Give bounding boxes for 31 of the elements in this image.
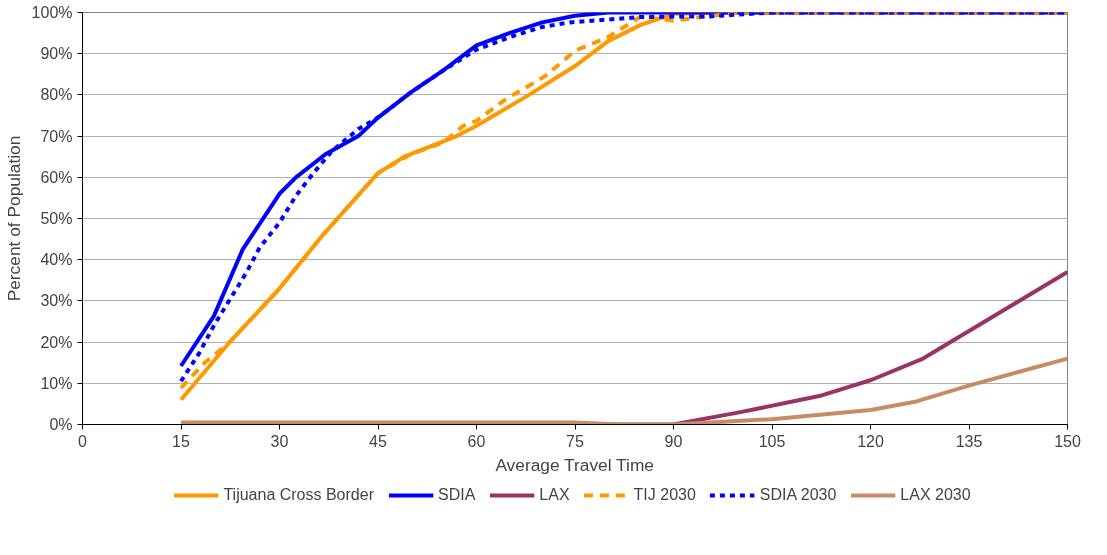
legend-label: LAX 2030 — [900, 486, 971, 504]
y-tick-label: 80% — [40, 86, 73, 104]
x-tick-label: 0 — [78, 432, 88, 450]
legend-label: LAX — [539, 486, 570, 504]
y-tick-label: 90% — [40, 45, 73, 63]
x-tick-label: 105 — [758, 432, 786, 450]
x-tick-label: 75 — [566, 432, 584, 450]
legend-label: TIJ 2030 — [633, 486, 696, 504]
y-tick-label: 100% — [31, 4, 73, 21]
x-tick-label: 150 — [1054, 432, 1081, 450]
x-tick-label: 15 — [172, 432, 190, 450]
y-tick-label: 30% — [40, 292, 73, 310]
line-series — [179, 356, 1068, 425]
x-tick-label: 120 — [857, 432, 884, 450]
x-tick-label: 60 — [467, 432, 486, 450]
x-tick-label: 45 — [369, 432, 387, 450]
y-tick-label: 40% — [40, 251, 73, 269]
y-tick-label: 10% — [40, 374, 73, 392]
x-tick-label: 90 — [664, 432, 683, 450]
y-tick-label: 60% — [40, 168, 73, 186]
y-tick-label: 0% — [49, 416, 73, 433]
legend-label: SDIA 2030 — [759, 486, 837, 504]
y-axis-title: Percent of Population — [3, 135, 24, 302]
y-tick-label: 50% — [40, 210, 73, 227]
x-axis-title: Average Travel Time — [495, 454, 654, 475]
legend-label: SDIA — [437, 486, 476, 504]
y-tick-label: 70% — [40, 127, 73, 145]
y-tick-label: 20% — [40, 333, 73, 351]
legend-label: Tijuana Cross Border — [223, 486, 374, 504]
x-tick-label: 30 — [270, 432, 289, 450]
x-tick-label: 135 — [955, 432, 983, 450]
